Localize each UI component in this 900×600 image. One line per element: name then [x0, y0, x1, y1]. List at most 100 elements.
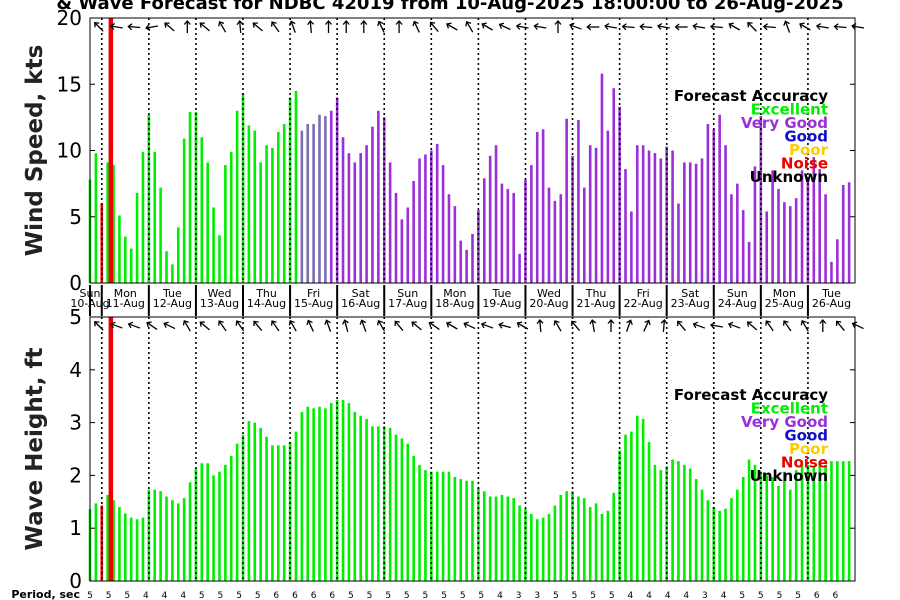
wave-bar	[265, 436, 268, 581]
wind-direction-arrow	[109, 23, 123, 30]
period-value: 4	[180, 591, 186, 600]
period-value: 4	[143, 591, 149, 600]
wind-ytick-label: 20	[57, 6, 82, 30]
wind-direction-arrow	[657, 23, 670, 30]
arrow-head	[446, 22, 452, 29]
wind-bar	[477, 210, 480, 284]
wave-bar	[635, 415, 639, 581]
arrow-head	[533, 23, 539, 30]
day-name-label: Wed	[207, 287, 231, 300]
arrow-head	[270, 320, 277, 326]
wind-bar	[441, 165, 445, 283]
wave-bar	[459, 479, 463, 581]
wind-bar	[188, 112, 192, 283]
wind-direction-arrow	[218, 20, 227, 33]
wave-direction-arrow	[536, 319, 544, 333]
arrow-head	[657, 23, 663, 30]
wind-bar	[424, 154, 427, 283]
wind-bar	[747, 241, 751, 283]
wave-direction-arrow	[835, 320, 845, 332]
wave-bar	[706, 500, 710, 581]
arrow-head	[288, 319, 295, 326]
wave-bar	[671, 459, 674, 581]
arrow-head	[639, 23, 645, 31]
wind-direction-arrow	[127, 23, 141, 31]
arrow-head	[377, 319, 384, 326]
arrow-shaft	[517, 322, 529, 330]
wave-bar	[418, 464, 421, 581]
arrow-head	[429, 21, 436, 28]
wave-height-panel: 0 1 2 3 4 5 Wave Height, ft Forecast AccuracyEx…	[22, 305, 864, 593]
wind-bar	[94, 153, 98, 283]
arrow-head	[569, 22, 575, 30]
wave-bar	[235, 443, 239, 581]
wind-direction-arrow	[709, 23, 723, 31]
arrow-head	[253, 320, 259, 327]
arrow-head	[288, 20, 296, 26]
period-value: 5	[255, 591, 261, 600]
wave-bar	[583, 498, 586, 581]
period-value: 5	[553, 591, 559, 600]
legend-title: Forecast Accuracy	[674, 386, 828, 404]
wind-direction-arrow	[604, 23, 618, 30]
wave-noise-line	[108, 317, 114, 581]
wind-direction-arrow	[586, 23, 600, 31]
wave-bar	[400, 438, 404, 581]
wind-direction-arrow	[446, 22, 458, 31]
wave-bar	[488, 496, 492, 581]
arrow-head	[692, 23, 698, 30]
arrow-head	[799, 22, 805, 29]
arrow-head	[626, 319, 633, 325]
wave-direction-arrow	[727, 321, 741, 329]
wind-bar	[347, 153, 351, 283]
wave-bar	[630, 431, 633, 581]
arrow-head	[127, 23, 133, 31]
arrow-head	[815, 23, 822, 30]
day-date-label: 22-Aug	[624, 297, 663, 310]
arrow-head	[762, 23, 768, 31]
period-value: 6	[833, 591, 839, 600]
wind-direction-arrow	[674, 23, 688, 31]
day-name-label: Sat	[681, 287, 700, 300]
wave-bar	[153, 489, 157, 581]
wind-bar	[659, 158, 663, 283]
arrow-head	[145, 24, 151, 31]
arrow-shaft	[516, 25, 529, 29]
day-name-label: Mon	[773, 287, 796, 300]
legend-item: Unknown	[750, 467, 828, 485]
wave-direction-arrow	[571, 320, 581, 332]
wave-direction-arrow	[819, 319, 827, 332]
arrow-shaft	[183, 320, 191, 332]
wind-bar	[712, 129, 716, 283]
wind-bar	[841, 184, 845, 283]
day-name-label: Sat	[352, 287, 371, 300]
day-name-label: Tue	[162, 287, 182, 300]
wind-bar	[171, 264, 174, 283]
wave-bar	[547, 513, 551, 581]
arrow-shaft	[146, 322, 158, 330]
day-date-label: 18-Aug	[435, 297, 474, 310]
arrow-head	[604, 23, 610, 30]
arrow-shaft	[163, 322, 176, 330]
wind-bar	[800, 170, 804, 284]
arrow-shaft	[128, 25, 141, 29]
day-date-label: 26-Aug	[812, 297, 851, 310]
wave-bar	[312, 408, 315, 581]
wind-bar	[606, 130, 610, 284]
period-value: 6	[814, 591, 820, 600]
arrow-head	[324, 319, 331, 325]
arrow-shaft	[253, 320, 263, 332]
arrow-shaft	[446, 23, 458, 31]
period-value: 5	[758, 591, 764, 600]
wind-bar	[329, 110, 333, 283]
wind-bar	[653, 153, 657, 283]
legend-item: Good	[784, 427, 828, 445]
wind-bar	[718, 114, 721, 283]
wind-bar	[677, 203, 680, 283]
wave-direction-arrow	[607, 319, 615, 332]
day-date-label: 12-Aug	[153, 297, 192, 310]
wind-direction-arrow	[395, 20, 403, 33]
wind-bar	[318, 114, 321, 283]
arrow-head	[359, 319, 367, 325]
